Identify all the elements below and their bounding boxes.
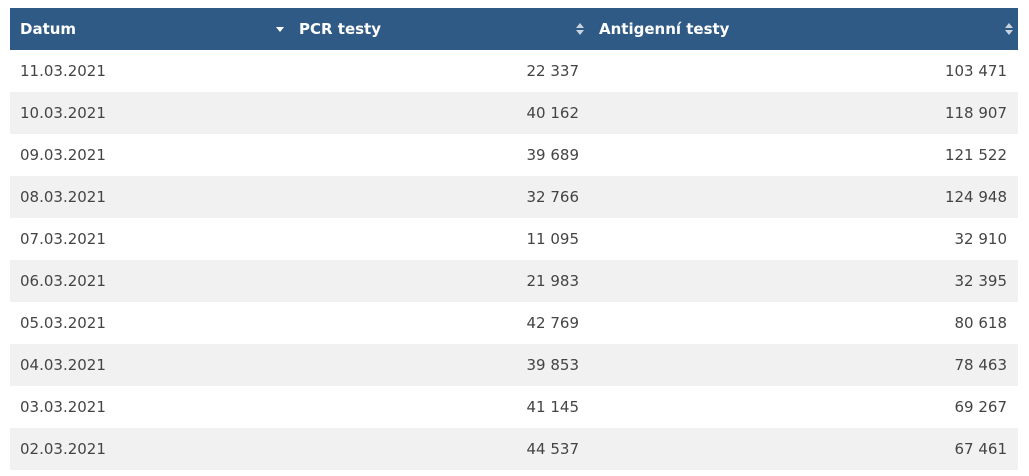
table-row: 04.03.2021 39 853 78 463	[10, 344, 1018, 386]
cell-antigen: 69 267	[954, 398, 1008, 416]
table-row: 07.03.2021 11 095 32 910	[10, 218, 1018, 260]
cell-date: 10.03.2021	[20, 104, 106, 122]
table-header: Datum PCR testy Antigenní testy	[10, 8, 1018, 50]
cell-date: 11.03.2021	[20, 62, 106, 80]
column-header-datum[interactable]: Datum	[10, 8, 289, 50]
cell-antigen: 124 948	[944, 188, 1007, 206]
cell-date: 06.03.2021	[20, 272, 106, 290]
cell-pcr: 22 337	[526, 62, 580, 80]
cell-pcr: 40 162	[526, 104, 580, 122]
cell-antigen: 121 522	[944, 146, 1007, 164]
column-header-label: Datum	[20, 20, 77, 38]
column-header-antigen[interactable]: Antigenní testy	[589, 8, 1018, 50]
cell-antigen: 103 471	[944, 62, 1007, 80]
cell-antigen: 80 618	[954, 314, 1008, 332]
cell-pcr: 41 145	[526, 398, 580, 416]
cell-date: 08.03.2021	[20, 188, 106, 206]
sort-both-icon	[1004, 20, 1014, 38]
sort-both-icon	[575, 20, 585, 38]
table-row: 06.03.2021 21 983 32 395	[10, 260, 1018, 302]
table-row: 11.03.2021 22 337 103 471	[10, 50, 1018, 92]
table-row: 05.03.2021 42 769 80 618	[10, 302, 1018, 344]
cell-date: 05.03.2021	[20, 314, 106, 332]
data-table: Datum PCR testy Antigenní testy	[10, 8, 1018, 470]
cell-antigen: 118 907	[944, 104, 1007, 122]
column-header-label: PCR testy	[299, 20, 381, 38]
table-row: 03.03.2021 41 145 69 267	[10, 386, 1018, 428]
column-header-pcr[interactable]: PCR testy	[289, 8, 589, 50]
table-row: 09.03.2021 39 689 121 522	[10, 134, 1018, 176]
cell-date: 03.03.2021	[20, 398, 106, 416]
cell-date: 09.03.2021	[20, 146, 106, 164]
column-header-label: Antigenní testy	[599, 20, 730, 38]
table-body: 11.03.2021 22 337 103 471 10.03.2021 40 …	[10, 50, 1018, 470]
table-row: 08.03.2021 32 766 124 948	[10, 176, 1018, 218]
cell-pcr: 32 766	[526, 188, 580, 206]
cell-pcr: 44 537	[526, 440, 580, 458]
cell-antigen: 32 395	[954, 272, 1008, 290]
cell-antigen: 78 463	[954, 356, 1008, 374]
cell-antigen: 32 910	[954, 230, 1008, 248]
cell-pcr: 42 769	[526, 314, 580, 332]
table-row: 02.03.2021 44 537 67 461	[10, 428, 1018, 470]
table-row: 10.03.2021 40 162 118 907	[10, 92, 1018, 134]
cell-antigen: 67 461	[954, 440, 1008, 458]
cell-date: 02.03.2021	[20, 440, 106, 458]
cell-date: 07.03.2021	[20, 230, 106, 248]
cell-pcr: 39 853	[526, 356, 580, 374]
cell-pcr: 11 095	[526, 230, 580, 248]
cell-pcr: 21 983	[526, 272, 580, 290]
sort-desc-icon	[275, 20, 285, 38]
cell-pcr: 39 689	[526, 146, 580, 164]
cell-date: 04.03.2021	[20, 356, 106, 374]
